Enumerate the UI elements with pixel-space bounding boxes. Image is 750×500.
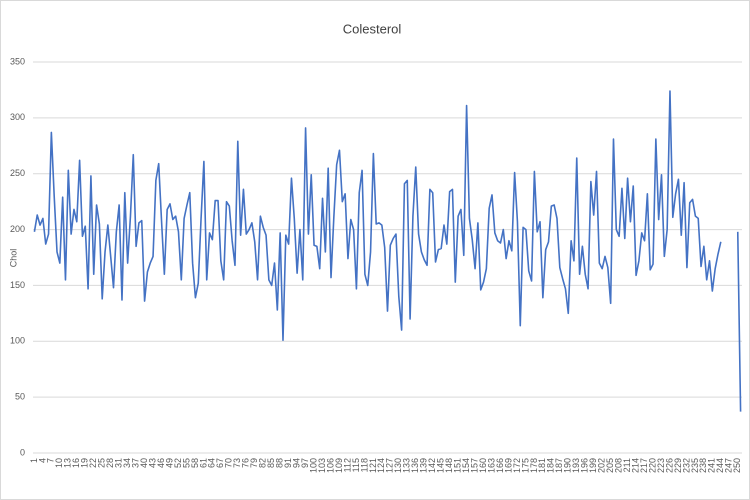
x-tick-label: 70	[224, 458, 234, 468]
x-tick-label: 190	[563, 458, 573, 473]
x-tick-label: 145	[436, 458, 446, 473]
x-tick-label: 244	[715, 458, 725, 473]
x-tick-label: 220	[647, 458, 657, 473]
x-tick-label: 106	[325, 458, 335, 473]
x-tick-label: 64	[207, 458, 217, 468]
x-tick-label: 67	[215, 458, 225, 468]
x-tick-label: 10	[54, 458, 64, 468]
x-tick-label: 31	[114, 458, 124, 468]
x-tick-label: 91	[283, 458, 293, 468]
x-tick-label: 226	[664, 458, 674, 473]
x-tick-label: 163	[486, 458, 496, 473]
x-tick-label: 160	[478, 458, 488, 473]
x-tick-label: 232	[681, 458, 691, 473]
x-tick-label: 61	[198, 458, 208, 468]
x-tick-label: 109	[334, 458, 344, 473]
x-tick-label: 103	[317, 458, 327, 473]
x-tick-label: 25	[97, 458, 107, 468]
x-tick-label: 157	[469, 458, 479, 473]
x-tick-label: 142	[427, 458, 437, 473]
x-tick-label: 229	[673, 458, 683, 473]
y-tick-label: 250	[10, 168, 25, 178]
x-tick-label: 166	[495, 458, 505, 473]
x-tick-label: 16	[71, 458, 81, 468]
x-tick-label: 247	[724, 458, 734, 473]
x-tick-label: 148	[444, 458, 454, 473]
x-tick-label: 154	[461, 458, 471, 473]
y-tick-label: 150	[10, 280, 25, 290]
x-tick-label: 130	[393, 458, 403, 473]
x-tick-label: 19	[80, 458, 90, 468]
y-tick-label: 200	[10, 224, 25, 234]
x-tick-label: 37	[130, 458, 140, 468]
x-tick-label: 40	[139, 458, 149, 468]
x-tick-label: 34	[122, 458, 132, 468]
x-tick-label: 22	[88, 458, 98, 468]
x-tick-label: 49	[164, 458, 174, 468]
x-tick-label: 241	[707, 458, 717, 473]
x-tick-label: 52	[173, 458, 183, 468]
x-tick-label: 136	[410, 458, 420, 473]
x-tick-label: 139	[419, 458, 429, 473]
y-tick-label: 50	[15, 392, 25, 402]
y-tick-label: 350	[10, 56, 25, 66]
x-tick-label: 94	[291, 458, 301, 468]
x-tick-label: 235	[690, 458, 700, 473]
x-tick-label: 43	[147, 458, 157, 468]
x-tick-label: 178	[529, 458, 539, 473]
y-axis-label: Chol	[8, 249, 18, 268]
chart-title: Colesterol	[343, 21, 402, 36]
x-tick-label: 28	[105, 458, 115, 468]
x-tick-label: 76	[241, 458, 251, 468]
x-tick-label: 100	[308, 458, 318, 473]
x-tick-label: 211	[622, 458, 632, 472]
x-tick-label: 121	[368, 458, 378, 473]
x-tick-label: 250	[732, 458, 742, 473]
x-tick-label: 4	[37, 458, 47, 463]
x-tick-label: 88	[275, 458, 285, 468]
x-tick-label: 133	[402, 458, 412, 473]
x-tick-label: 196	[580, 458, 590, 473]
x-tick-label: 217	[639, 458, 649, 473]
x-tick-label: 79	[249, 458, 259, 468]
x-tick-label: 58	[190, 458, 200, 468]
x-tick-label: 181	[537, 458, 547, 473]
y-tick-label: 300	[10, 112, 25, 122]
series-line	[33, 90, 742, 412]
x-tick-label: 193	[571, 458, 581, 473]
x-tick-label: 169	[503, 458, 513, 473]
x-tick-label: 187	[554, 458, 564, 473]
x-tick-label: 115	[351, 458, 361, 472]
x-tick-label: 127	[385, 458, 395, 473]
x-tick-label: 199	[588, 458, 598, 473]
y-tick-label: 100	[10, 336, 25, 346]
x-tick-label: 7	[46, 458, 56, 463]
x-tick-label: 238	[698, 458, 708, 473]
x-tick-label: 55	[181, 458, 191, 468]
x-tick-label: 73	[232, 458, 242, 468]
x-tick-label: 151	[452, 458, 462, 473]
x-tick-label: 202	[597, 458, 607, 473]
x-tick-label: 184	[546, 458, 556, 473]
x-tick-label: 118	[359, 458, 369, 472]
x-tick-label: 1	[29, 458, 39, 463]
x-tick-label: 223	[656, 458, 666, 473]
x-tick-label: 112	[342, 458, 352, 472]
x-tick-label: 97	[300, 458, 310, 468]
x-tick-label: 46	[156, 458, 166, 468]
x-tick-label: 172	[512, 458, 522, 473]
x-tick-label: 205	[605, 458, 615, 473]
x-tick-label: 13	[63, 458, 73, 468]
x-tick-label: 85	[266, 458, 276, 468]
x-tick-label: 208	[614, 458, 624, 473]
x-tick-label: 82	[258, 458, 268, 468]
x-tick-label: 124	[376, 458, 386, 473]
x-tick-label: 214	[630, 458, 640, 473]
x-tick-label: 175	[520, 458, 530, 473]
y-tick-label: 0	[20, 447, 25, 457]
